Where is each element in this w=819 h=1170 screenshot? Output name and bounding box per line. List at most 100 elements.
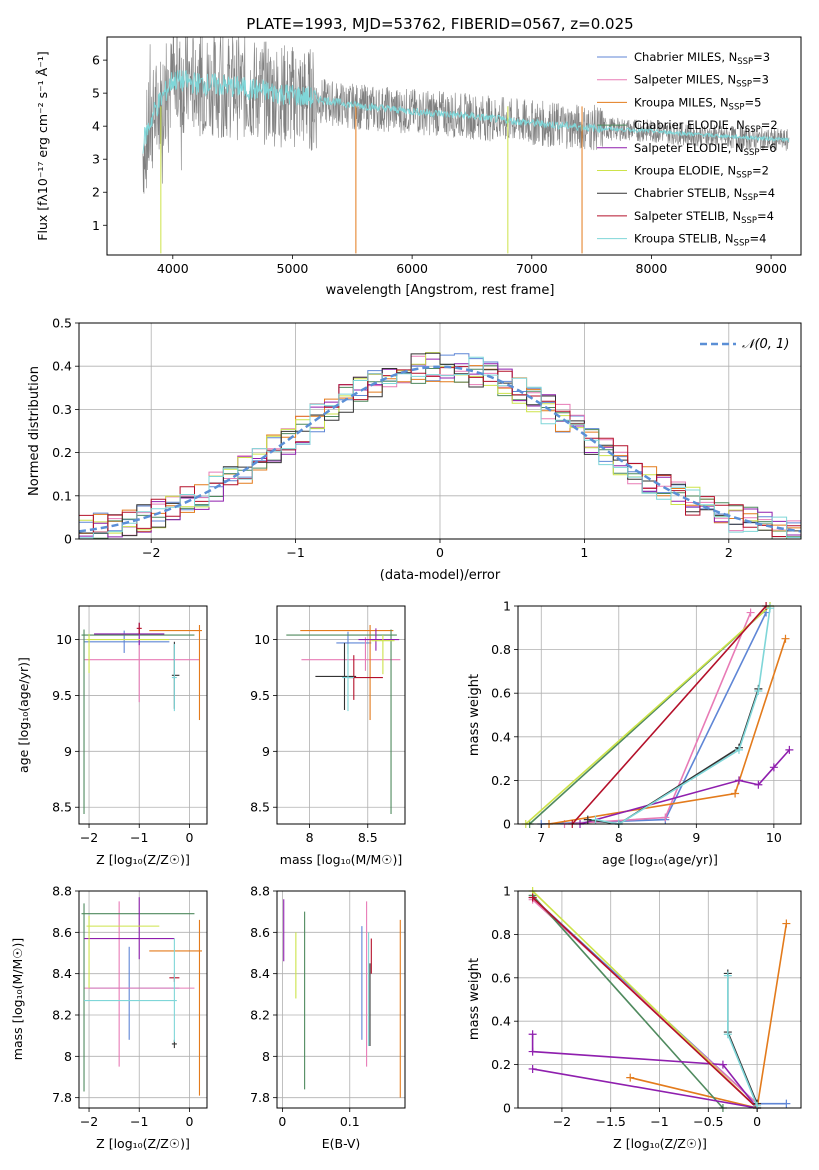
- y-tick-label: 9: [64, 744, 72, 759]
- x-tick-label: 0.1: [340, 1114, 360, 1129]
- errorbar-point: [358, 628, 400, 651]
- y-tick-label: 0: [503, 817, 511, 832]
- errorbar-point: [371, 635, 395, 675]
- y-tick-label: 0.6: [491, 970, 511, 985]
- legend-label: Chabrier ELODIE, NSSP=2: [634, 118, 778, 135]
- y-tick-label: 7.8: [52, 1090, 72, 1105]
- legend-label: Kroupa MILES, NSSP=5: [634, 95, 761, 112]
- massweight-marker: [781, 634, 790, 643]
- age-vs-metallicity-xlabel: Z [log₁₀(Z/Z☉)]: [96, 852, 190, 867]
- x-tick-label: 0: [278, 1114, 286, 1129]
- y-tick-label: 1: [92, 218, 100, 233]
- y-tick-label: 0.6: [491, 686, 511, 701]
- massweight-line: [531, 1034, 760, 1110]
- massweight-line: [532, 896, 758, 1109]
- massweight-line: [548, 638, 787, 825]
- x-tick-label: −2: [80, 1114, 98, 1129]
- errorbar-point: [171, 641, 180, 709]
- y-tick-label: 0.3: [52, 402, 72, 417]
- y-tick-label: 8.4: [250, 966, 270, 981]
- massweight-marker: [723, 971, 732, 980]
- residuals-ylabel: Normed distribution: [27, 366, 42, 496]
- legend-label: Kroupa STELIB, NSSP=4: [634, 232, 766, 249]
- errorbar-point: [84, 637, 200, 703]
- errorbar-point: [81, 629, 195, 814]
- massweight-vs-age-xlabel: age [log₁₀(age/yr)]: [602, 852, 718, 867]
- figure-title: PLATE=1993, MJD=53762, FIBERID=0567, z=0…: [246, 15, 633, 33]
- residuals-legend: 𝒩(0, 1): [700, 337, 789, 352]
- spectrum-ylabel: Flux [fλ10⁻¹⁷ erg cm⁻² s⁻¹ Å⁻¹]: [35, 51, 50, 240]
- errorbar-point: [301, 637, 401, 671]
- legend-label: Salpeter STELIB, NSSP=4: [634, 209, 774, 226]
- massweight-line: [564, 612, 752, 825]
- legend-label: Chabrier STELIB, NSSP=4: [634, 186, 775, 203]
- massweight-marker: [754, 780, 763, 789]
- y-tick-label: 0.8: [491, 927, 511, 942]
- errorbar-point: [149, 625, 202, 721]
- residuals-panel: −2 −1 0 1 2 0 0.1 0.2 0.3 0.4 0.5 𝒩(0, 1) (data-mo…: [27, 316, 802, 583]
- age-vs-metallicity-axes-frame: [78, 605, 208, 825]
- x-tick-label: −1: [130, 830, 148, 845]
- massweight-marker: [661, 813, 670, 822]
- errorbar-point: [315, 642, 357, 710]
- mass-vs-metallicity-xlabel: Z [log₁₀(Z/Z☉)]: [96, 1136, 190, 1151]
- massweight-marker: [723, 1030, 732, 1039]
- x-tick-label: 1: [580, 545, 588, 560]
- x-tick-label: 9: [692, 830, 700, 845]
- errorbar-point: [86, 633, 170, 674]
- massweight-marker: [746, 608, 755, 617]
- massweight-marker: [528, 1064, 537, 1073]
- errorbar-point: [136, 622, 142, 634]
- x-tick-label: 0: [185, 830, 193, 845]
- age-vs-metallicity-panel: −2 −1 0 8.5 9 9.5 10 Z [log₁₀(Z/Z☉)] age [log₁…: [16, 605, 208, 867]
- gaussian-legend-label: 𝒩(0, 1): [742, 337, 789, 352]
- massweight-marker: [734, 745, 743, 754]
- massweight-marker: [718, 1060, 727, 1069]
- spectrum-panel: 4000 5000 6000 7000 8000 9000 1 2 3 4 5 6 Chabrier …: [35, 36, 802, 298]
- massweight-marker: [591, 815, 600, 824]
- massweight-marker: [785, 745, 794, 754]
- residual-histogram: [79, 365, 801, 534]
- legend-label: Chabrier MILES, NSSP=3: [634, 50, 770, 67]
- y-tick-label: 8: [64, 1049, 72, 1064]
- massweight-marker: [782, 1099, 791, 1108]
- y-tick-label: 8.5: [250, 800, 270, 815]
- y-tick-label: 2: [92, 185, 100, 200]
- legend-label: Salpeter ELODIE, NSSP=6: [634, 141, 777, 158]
- y-tick-label: 6: [92, 53, 100, 68]
- x-tick-label: −0.5: [693, 1114, 723, 1129]
- x-tick-label: 5000: [277, 261, 309, 276]
- y-tick-label: 5: [92, 86, 100, 101]
- x-tick-label: −2: [553, 1114, 571, 1129]
- spectrum-data-line: [142, 37, 790, 194]
- y-tick-label: 0.1: [52, 488, 72, 503]
- y-tick-label: 0.4: [52, 359, 72, 374]
- massweight-marker: [754, 687, 763, 696]
- legend-label: Kroupa ELODIE, NSSP=2: [634, 164, 769, 181]
- x-tick-label: 9000: [755, 261, 787, 276]
- y-tick-label: 9: [262, 744, 270, 759]
- mass-vs-extinction-xlabel: E(B-V): [322, 1136, 361, 1151]
- massweight-marker: [769, 763, 778, 772]
- massweight-vs-age-axes-frame: [517, 605, 802, 825]
- age-vs-mass-xlabel: mass [log₁₀(M/M☉)]: [280, 852, 402, 867]
- errorbar-point: [84, 901, 195, 1067]
- x-tick-label: −1: [130, 1114, 148, 1129]
- errorbar-point: [84, 897, 175, 960]
- x-tick-label: 0: [753, 1114, 761, 1129]
- legend-label: Salpeter MILES, NSSP=3: [634, 73, 769, 90]
- y-tick-label: 0: [503, 1101, 511, 1116]
- massweight-line: [525, 605, 771, 825]
- massweight-vs-metallicity-ylabel: mass weight: [467, 958, 482, 1040]
- mass-vs-extinction-axes-frame: [276, 890, 406, 1109]
- x-tick-label: −2: [142, 545, 160, 560]
- errorbar-point: [84, 938, 177, 1042]
- x-tick-label: 6000: [396, 261, 428, 276]
- massweight-marker: [765, 604, 774, 613]
- mass-vs-extinction-panel: 0 0.1 7.8 8 8.2 8.4 8.6 8.8 E(B-V): [250, 884, 406, 1151]
- massweight-marker: [583, 815, 592, 824]
- x-tick-label: −2: [80, 830, 98, 845]
- spectrum-legend: Chabrier MILES, NSSP=3 Salpeter MILES, NS…: [597, 50, 778, 249]
- massweight-marker: [528, 1047, 537, 1056]
